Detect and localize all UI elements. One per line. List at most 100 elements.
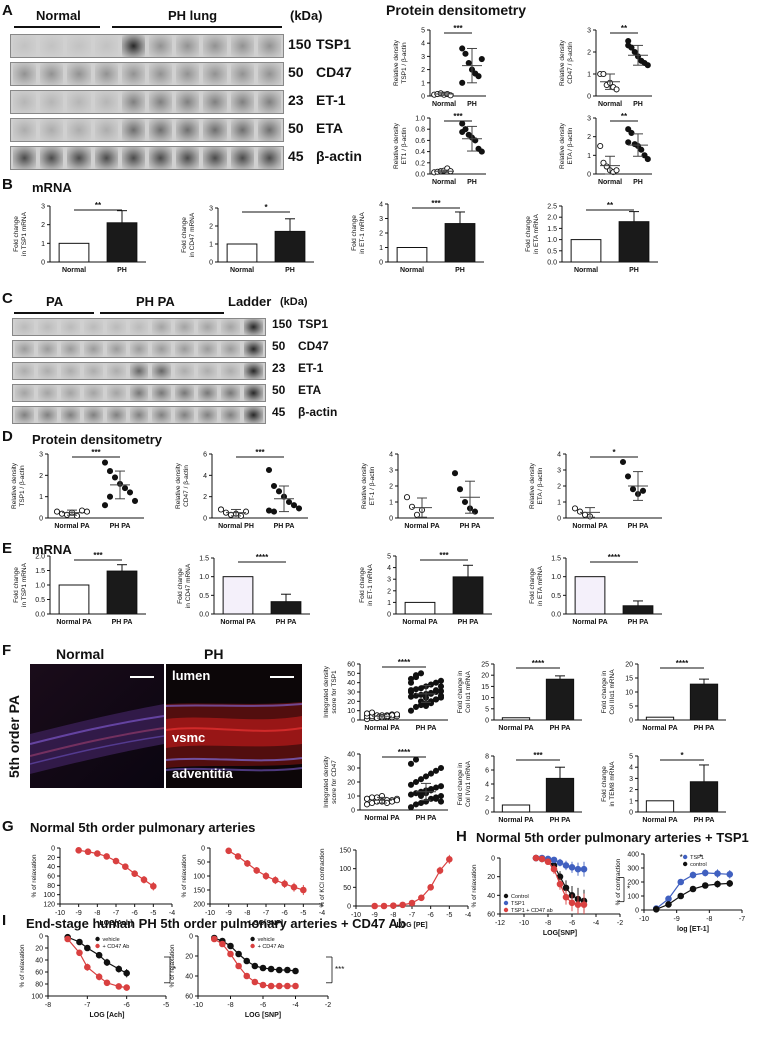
panel-a-title: Protein densitometry: [386, 2, 527, 18]
bar-ph: [106, 222, 138, 263]
y-tick-label: 0: [491, 856, 495, 863]
data-point: [689, 885, 697, 893]
y-tick-label: 2: [41, 222, 45, 229]
data-point: [403, 494, 411, 501]
y-tick-label: 300: [627, 866, 639, 873]
blot-c-lane: [60, 385, 80, 401]
blot-c-band-et1: [12, 362, 266, 380]
y-tick-label: 0: [209, 260, 213, 267]
y-tick-label: 100: [193, 874, 205, 881]
blot-c-lane: [129, 319, 149, 335]
micrograph-title-normal: Normal: [56, 646, 105, 662]
blot-c-lane: [244, 341, 263, 357]
data-point: [265, 507, 273, 514]
blot-a-lane: [40, 147, 64, 169]
data-point: [571, 505, 579, 512]
y-tick-label: 1.0: [547, 237, 557, 244]
label-vsmc: vsmc: [172, 730, 206, 745]
chart-f6: 0 1 2 3 4 5 Fold change in TEM8 mRNA Normal PA PH…: [601, 751, 726, 824]
y-tick-label: 5: [387, 554, 391, 561]
y-tick-label: 4: [485, 782, 489, 789]
blot-a-lane: [230, 147, 254, 169]
blot-a-protein-4: β-actin: [316, 148, 362, 164]
data-point: [225, 847, 232, 855]
chart-e3: 0 1 2 3 4 5 Fold change in ET-1 mRNA Normal PA PH…: [359, 551, 492, 626]
x-axis-label: LOG [SNP]: [245, 1012, 281, 1019]
data-point: [412, 672, 420, 679]
data-point: [368, 709, 376, 716]
x-tick-label: -8: [94, 910, 100, 917]
y-tick-label: 1: [587, 72, 591, 79]
blot-a-lane: [94, 63, 118, 85]
significance-label: **: [621, 112, 628, 121]
y-axis-label: Col IIIα1 mRNA: [609, 669, 616, 715]
blot-c-lane: [106, 341, 126, 357]
panel-label-i: I: [2, 912, 7, 929]
label-lumen: lumen: [172, 668, 211, 683]
y-tick-label: 8: [485, 754, 489, 761]
data-point: [285, 498, 293, 506]
y-tick-label: 15: [625, 676, 633, 683]
y-axis-label: in CD47 mRNA: [189, 212, 196, 257]
x-category-label: PH: [633, 101, 643, 108]
significance-label: ****: [398, 748, 411, 757]
x-category-label: Normal PA: [572, 619, 607, 626]
y-tick-label: 40: [35, 958, 43, 965]
blot-c-lane: [244, 385, 263, 401]
y-tick-label: 0.0: [547, 260, 557, 267]
y-tick-label: 5: [421, 28, 425, 35]
panel-i-title: End-stage human PH 5th order pulmonary a…: [26, 916, 406, 931]
blot-c-lane: [106, 363, 126, 379]
y-tick-label: 0: [389, 516, 393, 523]
chart-h2: 0 100 200 300 400 % of contraction -10 -9 -8 -7 lo…: [615, 852, 745, 934]
x-category-label: PH PA: [416, 815, 437, 822]
data-point: [628, 129, 635, 136]
blot-a-lane: [67, 35, 91, 57]
significance-label: ***: [255, 448, 265, 457]
bar-normal-pa: [501, 804, 531, 813]
data-point: [432, 767, 440, 774]
chart-d3: 0 1 2 3 4 Relative density ET-1 / β-actin Norma…: [361, 452, 494, 530]
data-point: [235, 950, 242, 958]
blot-a-protein-1: CD47: [316, 64, 352, 80]
x-tick-label: -7: [113, 910, 119, 917]
data-point: [393, 711, 401, 718]
data-point: [417, 698, 425, 705]
data-point: [556, 880, 564, 888]
y-axis-label: in TSP1 mRNA: [21, 562, 28, 607]
y-tick-label: 40: [185, 974, 193, 981]
y-axis-label: CD47 / β-actin: [567, 42, 574, 84]
y-tick-label: 1: [39, 494, 43, 501]
x-category-label: Normal: [574, 267, 598, 274]
blot-c-lane: [198, 363, 218, 379]
data-point: [270, 508, 278, 515]
y-tick-label: 50: [343, 885, 351, 892]
data-point: [631, 48, 638, 56]
data-point: [393, 797, 401, 804]
data-point: [625, 126, 632, 133]
legend-label: control: [690, 862, 707, 868]
data-point: [714, 880, 721, 888]
panel-label-a: A: [2, 2, 13, 19]
y-axis-label: ET-1 / β-actin: [369, 466, 376, 505]
legend-label: + CD47 Ab: [103, 944, 130, 950]
y-tick-label: 2: [421, 67, 425, 74]
y-tick-label: 2: [587, 50, 591, 57]
data-point: [95, 973, 103, 981]
data-point: [58, 510, 66, 517]
blot-c-lane: [83, 385, 103, 401]
y-axis-label: Relative density: [175, 462, 182, 509]
blot-c-protein-4: β-actin: [298, 405, 338, 419]
y-tick-label: 120: [43, 902, 55, 909]
chart-f5: 0 2 4 6 8 Fold change in Col IVα1 mRNA Normal P…: [457, 751, 582, 824]
y-axis-label: in CD47 mRNA: [185, 563, 192, 608]
data-point: [550, 865, 558, 873]
blot-a-lane: [176, 91, 200, 113]
panel-e-title: mRNA: [32, 542, 72, 557]
x-tick-label: -7: [409, 912, 415, 919]
blot-c-lane: [244, 363, 263, 379]
data-point: [371, 902, 378, 910]
x-tick-label: -9: [674, 916, 680, 923]
legend-marker: [682, 861, 688, 867]
y-tick-label: 10: [625, 690, 633, 697]
